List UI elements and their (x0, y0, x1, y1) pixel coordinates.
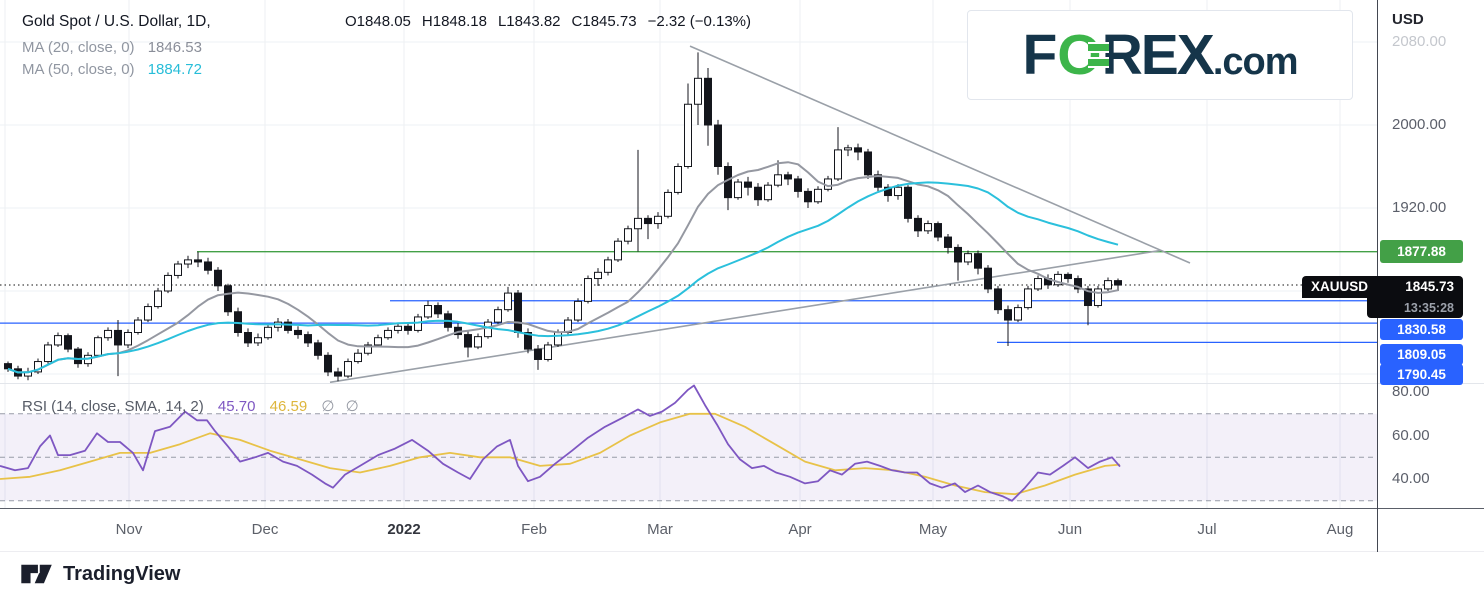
ma20-value: 1846.53 (147, 39, 202, 56)
ohlc-low: L1843.82 (497, 13, 561, 30)
time-axis-label-mar: Mar (647, 521, 673, 538)
rsi-band (0, 413, 1377, 502)
ohlc-readout: O1848.05 H1848.18 L1843.82 C1845.73 −2.32 (−… (345, 13, 762, 30)
rsi-tick-label: 80.00 (1392, 383, 1430, 400)
symbol-title[interactable]: Gold Spot / U.S. Dollar, 1D, (22, 13, 211, 30)
price-badge-resistance: 1877.88 (1380, 240, 1463, 263)
rsi-lines (0, 384, 1121, 502)
time-axis-label-feb: Feb (521, 521, 547, 538)
ohlc-close: C1845.73 (571, 13, 637, 30)
rsi-sma-value: 46.59 (269, 398, 308, 415)
last-price-value: 1845.73 (1405, 279, 1454, 294)
time-axis-label-jun: Jun (1057, 521, 1083, 538)
forex-logo-rex: REX (1101, 22, 1215, 87)
last-price-time: 13:35:28 (1403, 301, 1454, 315)
time-axis-label-may: May (918, 521, 948, 538)
time-axis-label-aug: Aug (1326, 521, 1354, 538)
price-badge-support-2: 1809.05 (1380, 344, 1463, 365)
last-price-symbol: XAUUSD (1311, 279, 1369, 294)
tradingview-logo[interactable]: TradingView (20, 562, 180, 586)
price-axis[interactable]: USD 2080.00 2000.00 1920.00 80.00 60.00 40.00 (1378, 0, 1484, 552)
trendlines (329, 45, 1191, 384)
forex-logo-o-icon: O (1057, 26, 1109, 84)
time-axis-label-jul: Jul (1197, 521, 1217, 538)
forex-logo: F O REX .com (967, 10, 1353, 100)
price-tick-label: 2080.00 (1392, 33, 1447, 50)
forex-logo-f: F (1022, 22, 1057, 87)
ohlc-change: −2.32 (−0.13%) (647, 13, 751, 30)
time-axis-label-apr: Apr (788, 521, 812, 538)
currency-label: USD (1392, 11, 1424, 28)
time-axis-label-2022: 2022 (387, 521, 421, 538)
ma50-legend[interactable]: MA (50, close, 0) 1884.72 (22, 61, 202, 78)
ma50-label: MA (50, close, 0) (22, 61, 135, 78)
forex-logo-com: .com (1212, 40, 1299, 83)
price-tick-label: 1920.00 (1392, 199, 1447, 216)
ma20-label: MA (20, close, 0) (22, 39, 135, 56)
rsi-tick-label: 40.00 (1392, 470, 1430, 487)
ma50-value: 1884.72 (147, 61, 202, 78)
time-axis-label-dec: Dec (251, 521, 279, 538)
rsi-empty-slot: ∅ (321, 398, 335, 415)
price-badge-support-3: 1790.45 (1380, 364, 1463, 385)
rsi-label: RSI (14, close, SMA, 14, 2) (22, 398, 204, 415)
time-axis[interactable]: Nov Dec 2022 Feb Mar Apr May Jun Jul Aug (0, 508, 1484, 552)
rsi-legend[interactable]: RSI (14, close, SMA, 14, 2) 45.70 46.59 … (22, 397, 366, 415)
price-badge-support-1: 1830.58 (1380, 319, 1463, 340)
candlesticks (4, 52, 1122, 382)
rsi-value: 45.70 (217, 398, 256, 415)
ohlc-open: O1848.05 (345, 13, 411, 30)
rsi-tick-label: 60.00 (1392, 426, 1430, 444)
ohlc-high: H1848.18 (421, 13, 487, 30)
price-tick-label: 2000.00 (1392, 116, 1447, 133)
moving-averages (7, 161, 1119, 374)
tradingview-logo-text: TradingView (63, 562, 181, 585)
tradingview-mark-icon (21, 564, 52, 584)
ma20-legend[interactable]: MA (20, close, 0) 1846.53 (22, 39, 202, 56)
time-axis-label-nov: Nov (115, 521, 143, 538)
rsi-empty-slot: ∅ (345, 398, 359, 415)
last-price-badge: XAUUSD 1845.73 13:35:28 (1302, 276, 1463, 318)
